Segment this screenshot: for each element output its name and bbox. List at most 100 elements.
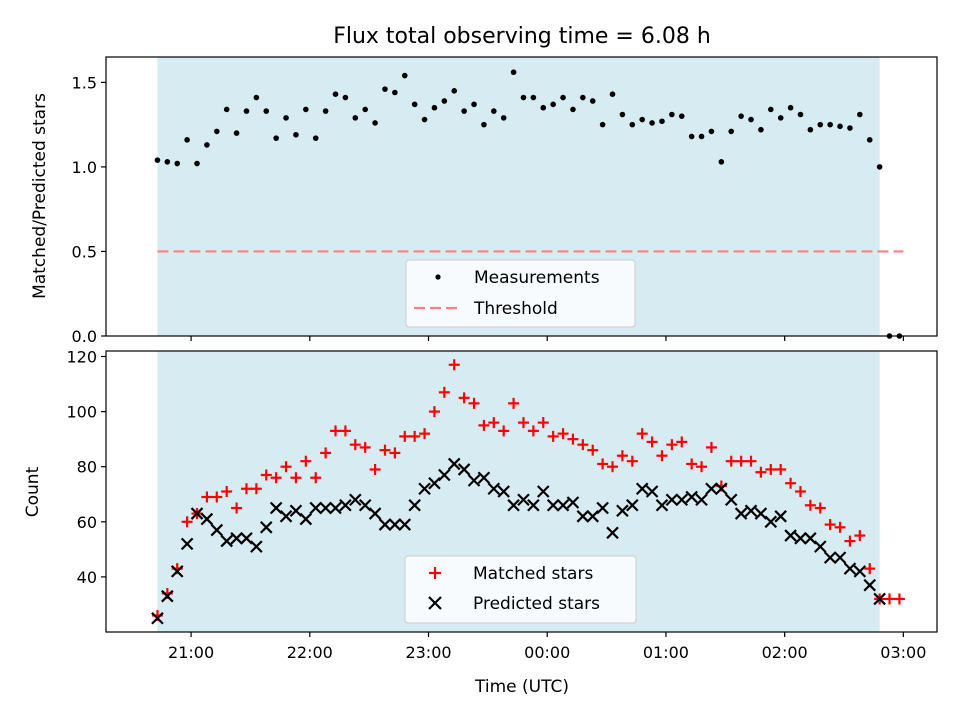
- measurement-point: [322, 108, 329, 114]
- measurement-point: [649, 120, 655, 126]
- predicted-star-point: [279, 510, 293, 523]
- measurement-point: [392, 89, 398, 96]
- legend-marker-predicted: [428, 596, 442, 610]
- predicted-star-point: [161, 589, 174, 603]
- matched-star-point: [607, 461, 619, 473]
- predicted-star-point: [418, 482, 431, 496]
- predicted-star-point: [754, 507, 768, 520]
- top-legend: Measurements Threshold: [405, 259, 636, 328]
- bottom-panel: 40 60 80 100 120 21:00 22:00 23:00 00:00 01:00 02…: [23, 348, 938, 697]
- predicted-star-point: [368, 507, 382, 520]
- predicted-star-point: [616, 504, 629, 518]
- matched-star-point: [181, 516, 193, 528]
- measurement-point: [876, 164, 883, 170]
- bottom-y-tick-label: 40: [77, 568, 97, 587]
- measurement-point: [698, 133, 705, 140]
- matched-star-point: [824, 519, 836, 531]
- measurement-point: [748, 116, 754, 123]
- matched-star-point: [300, 455, 312, 467]
- measurement-point: [580, 94, 586, 101]
- legend-label-threshold: Threshold: [473, 299, 558, 319]
- predicted-star-point: [705, 482, 718, 496]
- matched-star-point: [834, 521, 846, 533]
- matched-star-point: [330, 425, 342, 437]
- measurement-point: [243, 108, 250, 114]
- predicted-star-point: [388, 518, 402, 531]
- matched-star-point: [537, 417, 549, 429]
- bottom-y-tick-label: 60: [77, 513, 97, 532]
- predicted-star-point: [329, 501, 342, 515]
- top-y-axis-label: Matched/Predicted stars: [30, 93, 50, 299]
- predicted-star-point: [843, 562, 857, 575]
- predicted-star-point: [536, 485, 550, 498]
- matched-star-point: [527, 425, 539, 437]
- predicted-star-point: [833, 551, 847, 564]
- predicted-star-point: [665, 493, 679, 507]
- matched-star-point: [893, 593, 905, 605]
- matched-star-point: [755, 466, 767, 478]
- measurement-point: [807, 126, 814, 133]
- predicted-star-point: [309, 501, 323, 515]
- bottom-legend: Matched stars Predicted stars: [404, 555, 637, 624]
- matched-star-point: [419, 428, 431, 440]
- predicted-star-point: [358, 498, 372, 512]
- predicted-star-point: [596, 501, 609, 515]
- measurement-point: [273, 135, 279, 141]
- x-tick-label: 22:00: [287, 643, 333, 662]
- measurement-point: [352, 115, 359, 121]
- predicted-star-point: [764, 515, 778, 529]
- predicted-star-point: [556, 498, 570, 512]
- measurement-point: [421, 116, 428, 123]
- matched-star-point: [349, 439, 361, 451]
- matched-star-point: [508, 397, 520, 409]
- matched-star-point: [359, 441, 371, 453]
- matched-star-point: [468, 397, 480, 409]
- predicted-star-point: [804, 532, 817, 545]
- top-y-tick-label: 0.5: [72, 242, 97, 261]
- predicted-star-point: [566, 496, 580, 509]
- measurement-point: [688, 133, 695, 140]
- measurement-point: [441, 98, 448, 104]
- matched-star-point: [310, 472, 322, 484]
- measurement-point: [214, 128, 220, 135]
- predicted-star-point: [378, 518, 392, 531]
- predicted-star-point: [447, 457, 461, 471]
- measurement-point: [451, 88, 458, 94]
- predicted-star-point: [339, 498, 352, 512]
- predicted-star-point: [734, 507, 748, 520]
- matched-star-point: [438, 386, 450, 398]
- predicted-star-point: [240, 532, 253, 545]
- measurement-point: [372, 120, 378, 126]
- measurement-point: [530, 94, 537, 101]
- bottom-axes-frame: [105, 350, 938, 633]
- matched-star-point: [676, 436, 688, 448]
- measurement-point: [787, 104, 794, 111]
- predicted-star-point: [289, 504, 303, 518]
- predicted-star-point: [527, 498, 540, 512]
- predicted-star-point: [744, 504, 758, 518]
- predicted-star-point: [398, 518, 412, 531]
- predicted-star-point: [408, 498, 421, 512]
- matched-star-point: [884, 593, 896, 605]
- measurement-point: [263, 108, 270, 114]
- matched-star-point: [765, 463, 777, 475]
- bottom-y-axis-label: Count: [23, 466, 43, 517]
- predicted-star-point: [457, 463, 471, 476]
- matched-star-point: [240, 483, 252, 495]
- measurement-point: [312, 135, 319, 141]
- measurement-point: [401, 72, 408, 79]
- measurement-point: [738, 113, 744, 119]
- chart-title: Flux total observing time = 6.08 h: [333, 24, 711, 49]
- predicted-star-point: [210, 523, 224, 537]
- matched-star-point: [290, 472, 302, 484]
- matched-star-point: [646, 436, 658, 448]
- legend-label-matched: Matched stars: [473, 564, 593, 584]
- x-tick-label: 01:00: [643, 643, 689, 662]
- predicted-star-point: [299, 512, 313, 526]
- measurement-point: [560, 94, 566, 101]
- measurement-point: [619, 111, 626, 118]
- x-tick-label: 00:00: [524, 643, 570, 662]
- matched-star-point: [597, 458, 609, 470]
- measurement-point: [708, 128, 715, 135]
- matched-star-point: [280, 461, 292, 473]
